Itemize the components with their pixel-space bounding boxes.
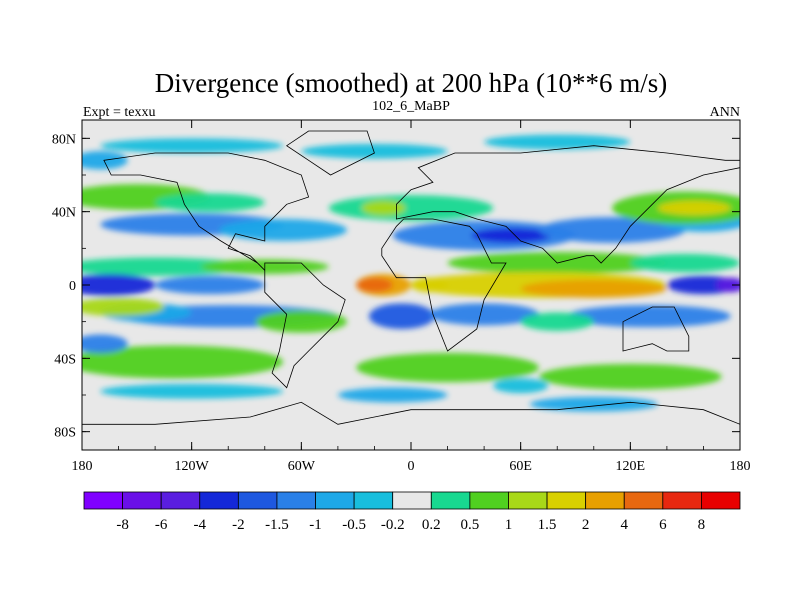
field-patch (471, 228, 552, 243)
x-tick-label: 0 (408, 459, 415, 474)
field-patch (356, 277, 393, 293)
field-patch (155, 275, 265, 295)
coastline-africa (381, 218, 507, 352)
colorbar-label: -0.2 (381, 517, 405, 533)
y-tick-label: 80S (54, 426, 76, 441)
colorbar-swatch (83, 491, 123, 510)
field-patch (566, 305, 731, 328)
field-patch (301, 143, 448, 159)
chart-title: Divergence (smoothed) at 200 hPa (10**6 … (155, 68, 667, 98)
field-patch (657, 200, 731, 216)
field-patch (493, 378, 549, 394)
colorbar-label: 4 (620, 517, 628, 533)
colorbar-label: -1 (309, 517, 322, 533)
field-patch (520, 312, 594, 331)
colorbar-label: -8 (116, 517, 129, 533)
x-tick-label: 180 (730, 459, 751, 474)
colorbar-swatch (122, 491, 162, 510)
x-tick-label: 60W (288, 459, 316, 474)
field-patch (82, 334, 128, 353)
colorbar-swatch (430, 491, 471, 510)
field-patch (520, 279, 667, 298)
field-patch (337, 387, 448, 403)
y-axis: 80N 40N 0 40S 80S (52, 132, 740, 441)
field-patch (368, 303, 435, 329)
colorbar-label: -6 (155, 517, 168, 533)
colorbar-swatch (199, 491, 239, 510)
coastline-australia (622, 306, 690, 352)
colorbar-label: 1.5 (538, 517, 557, 533)
field-patch (429, 303, 539, 326)
colorbar-swatch (546, 491, 587, 510)
field-patch (100, 384, 284, 399)
subtitle-label: 102_6_MaBP (372, 99, 450, 114)
field-patch (219, 219, 348, 241)
colorbar-label: -0.5 (342, 517, 366, 533)
field-patch (630, 253, 740, 273)
field-patch (361, 200, 406, 216)
colorbar-label: -2 (232, 517, 245, 533)
plot-area (81, 119, 741, 451)
coastline-north-america (103, 152, 310, 271)
colorbar-swatch (392, 491, 432, 510)
colorbar-swatch (623, 491, 664, 510)
x-tick-label: 120E (616, 459, 646, 474)
colorbar-swatch (469, 491, 509, 510)
y-tick-label: 40N (52, 206, 76, 221)
colorbar-swatch (508, 491, 548, 510)
season-label: ANN (710, 105, 740, 120)
y-tick-label: 80N (52, 132, 76, 147)
field-patch (255, 310, 348, 333)
coastline-south-america (264, 262, 346, 389)
divergence-field (82, 134, 740, 412)
coastline-overlay (82, 130, 740, 425)
colorbar-swatch (585, 491, 625, 510)
y-tick-label: 40S (54, 352, 76, 367)
field-patch (538, 363, 722, 390)
colorbar-label: 6 (659, 517, 667, 533)
coastline-greenland (285, 130, 375, 176)
x-tick-label: 180 (72, 459, 93, 474)
field-patch (356, 352, 539, 383)
colorbar-swatch (276, 491, 316, 510)
colorbar-swatch (315, 491, 355, 510)
colorbar-swatch (160, 491, 201, 510)
colorbar-swatch (701, 491, 741, 510)
x-tick-label: 120W (175, 459, 210, 474)
y-tick-label: 0 (69, 279, 76, 294)
field-patch (82, 274, 156, 296)
field-patch (82, 345, 284, 379)
coastline-eurasia (395, 145, 740, 264)
colorbar: -8 -6 -4 -2 -1.5 -1 -0.5 -0.2 0.2 0.5 1 1.5 2 4 6 8 (83, 491, 741, 533)
x-tick-label: 60E (509, 459, 532, 474)
field-patch (155, 193, 265, 212)
field-patch (82, 151, 128, 170)
colorbar-swatch (237, 491, 278, 510)
coastline-antarctica (82, 401, 740, 425)
colorbar-label: 8 (698, 517, 706, 533)
colorbar-label: 0.5 (461, 517, 480, 533)
colorbar-label: 2 (582, 517, 590, 533)
colorbar-label: -1.5 (265, 517, 289, 533)
field-patch (82, 257, 247, 276)
colorbar-swatch (353, 491, 394, 510)
colorbar-swatch (662, 491, 702, 510)
colorbar-label: -4 (194, 517, 207, 533)
colorbar-label: 1 (505, 517, 513, 533)
experiment-label: Expt = texxu (83, 105, 155, 120)
field-patch (529, 396, 658, 412)
field-blobs (82, 134, 740, 412)
x-axis: 180 120W 60W 0 60E 120E 180 (72, 120, 751, 474)
field-patch (716, 277, 740, 293)
colorbar-label: 0.2 (422, 517, 441, 533)
field-patch (82, 297, 165, 317)
field-patch (100, 138, 284, 154)
field-patch (538, 217, 686, 243)
field-patch (328, 195, 494, 221)
